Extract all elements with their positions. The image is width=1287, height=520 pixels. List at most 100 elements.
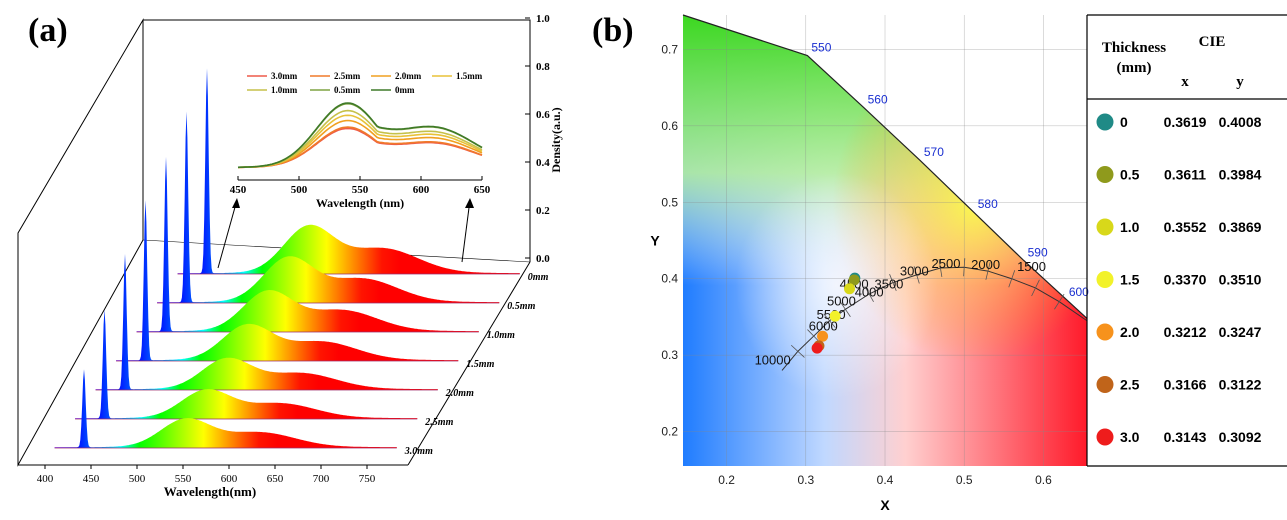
cie-point-1_0 [844,283,856,295]
y-tick-label: 0.5 [661,195,678,209]
depth-label: 1.5mm [466,359,494,370]
isotherm-tick [1031,279,1040,297]
table-thickness: 2.5 [1120,377,1140,393]
panel-a-3d-spectra: 0.0 0.2 0.4 0.6 0.8 1.0 Density(a.u.) 400 450 500… [17,13,563,499]
isotherm-tick [790,344,805,358]
table-swatch [1096,376,1114,393]
x-tick-label: 500 [129,473,146,485]
spectral-locus [682,14,1088,319]
cie-point-2_0 [817,330,829,342]
cct-label: 4000 [855,284,884,299]
inset-x-tick-label: 500 [291,184,308,196]
back-wall-left [17,18,144,467]
cct-label: 3000 [900,264,929,279]
table-header-y: y [1236,74,1244,90]
isotherm-tick [1054,293,1065,310]
table-header-thickness: Thickness [1102,40,1166,56]
table-x: 0.3552 [1164,219,1207,235]
x-tick-label: 550 [175,473,192,485]
cct-label: 2000 [971,257,1000,272]
x-tick-label: 0.5 [956,473,973,487]
x-axis-label: Wavelength(nm) [164,484,256,499]
x-tick-label: 0.4 [877,473,894,487]
isotherm-tick [1008,270,1016,288]
table-thickness: 0 [1120,114,1128,130]
isotherm-tick [864,285,874,303]
x-tick-label: 600 [221,473,238,485]
x-tick-label: 400 [37,473,54,485]
depth-label: 3.0mm [404,446,433,457]
table-y: 0.3869 [1219,219,1262,235]
table-thickness: 1.0 [1120,219,1140,235]
y-tick-label: 1.0 [536,13,550,25]
table-header-cie: CIE [1199,34,1226,50]
table-header-mm: (mm) [1117,60,1152,76]
table-x: 0.3370 [1164,272,1207,288]
table-swatch [1096,218,1114,236]
inset-x-tick-label: 650 [474,184,491,196]
inset-x-tick-label: 600 [413,184,430,196]
cct-label: 5000 [827,293,856,308]
table-x: 0.3143 [1164,429,1207,445]
cie-point-0_5 [848,274,860,286]
y-tick-label: 0.6 [536,109,550,121]
y-tick-label: 0.0 [536,253,550,265]
y-tick-label: 0.2 [536,205,550,217]
inset-legend-label: 2.0mm [395,71,422,81]
depth-label: 1.0mm [487,330,515,341]
table-y: 0.3510 [1219,272,1262,288]
panel-a-label: (a) [28,12,68,49]
table-x: 0.3619 [1164,114,1207,130]
y-tick-label: 0.2 [661,425,678,439]
inset-legend-label: 2.5mm [334,71,361,81]
depth-axis-line [407,261,531,466]
panel-b-label: (b) [592,12,634,49]
wavelength-label: 600 [1069,285,1089,299]
table-swatch [1096,428,1114,446]
isotherm-tick [938,259,943,277]
inset-legend-label: 0mm [395,85,415,95]
inset-x-tick-label: 450 [230,184,247,196]
wavelength-label: 590 [1028,245,1048,259]
x-tick-label: 750 [359,473,376,485]
table-swatch [1096,113,1114,131]
table-y: 0.3984 [1219,167,1262,183]
x-tick-label: 450 [83,473,100,485]
y-tick-label: 0.4 [661,272,678,286]
table-thickness: 2.0 [1120,324,1140,340]
table-thickness: 3.0 [1120,429,1140,445]
inset-arrow-left-head [232,198,240,208]
x-tick-label: 700 [313,473,330,485]
y-tick-label: 0.6 [661,119,678,133]
x-tick-label: 0.3 [797,473,814,487]
inset-legend-label: 3.0mm [271,71,298,81]
y-tick-label: 0.8 [536,61,550,73]
inset-x-label: Wavelength (nm) [316,196,404,210]
table-thickness: 0.5 [1120,167,1140,183]
depth-label: 0.5mm [507,301,535,312]
inset-arrow-left [217,199,238,269]
isotherm-tick [985,262,991,280]
isotherm-tick [807,329,821,343]
inset-curve-1_5mm [238,114,483,169]
table-swatch [1096,166,1114,183]
y-axis-label: Density(a.u.) [549,107,563,172]
table-x: 0.3166 [1164,377,1207,393]
cct-label: 2500 [932,256,961,271]
inset-x-tick-label: 550 [352,184,369,196]
y-tick-label: 0.3 [661,348,678,362]
table-header-x: x [1181,74,1189,90]
wavelength-label: 580 [978,197,998,211]
table-thickness: 1.5 [1120,272,1140,288]
table-x: 0.3212 [1164,324,1207,340]
isotherm-tick [913,266,920,284]
wavelength-label: 570 [924,145,944,159]
table-y: 0.4008 [1219,114,1262,130]
cct-label: 3500 [874,277,903,292]
wavelength-label: 550 [811,41,831,55]
depth-label: 2.5mm [424,417,453,428]
y-axis-label: Y [650,233,660,249]
table-swatch [1096,271,1114,288]
table-y: 0.3092 [1219,429,1262,445]
